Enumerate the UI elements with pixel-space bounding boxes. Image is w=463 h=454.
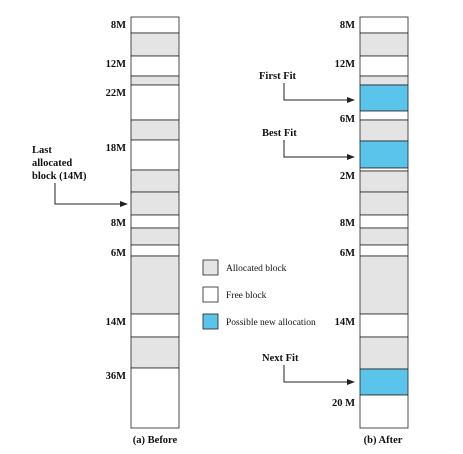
after-block-size-label: 6M — [340, 114, 355, 125]
last-allocated-arrow — [54, 183, 122, 205]
after-block-allocated — [359, 255, 409, 315]
before-memory-column: 8M 12M 22M 18M 8M 6M 14M 36M — [106, 16, 180, 429]
last-allocated-line-1: Last — [32, 145, 52, 156]
legend-new-allocation-label: Possible new allocation — [226, 318, 316, 328]
after-block-new — [359, 140, 409, 169]
after-block-free — [359, 394, 409, 429]
before-block-free — [130, 84, 180, 121]
after-block-allocated — [359, 32, 409, 57]
before-block-size-label: 12M — [106, 59, 127, 70]
before-block-free — [130, 313, 180, 338]
next-fit-arrowhead — [347, 379, 355, 385]
before-block-size-label: 36M — [106, 371, 127, 382]
after-block-allocated — [359, 170, 409, 193]
after-block-new — [359, 368, 409, 396]
after-block-new — [359, 84, 409, 112]
after-block-free — [359, 214, 409, 229]
before-block-free — [130, 367, 180, 429]
before-block-size-label: 8M — [111, 20, 126, 31]
before-block-size-label: 22M — [106, 88, 127, 99]
after-block-size-label: 12M — [335, 59, 356, 70]
after-block-allocated — [359, 336, 409, 370]
best-fit-arrow — [283, 140, 348, 158]
legend-free-swatch — [202, 286, 219, 303]
after-block-size-label: 6M — [340, 248, 355, 259]
after-block-free — [359, 167, 409, 172]
next-fit-label: Next Fit — [262, 353, 299, 364]
before-block-free — [130, 16, 180, 34]
best-fit-arrowhead — [347, 154, 355, 160]
after-block-allocated — [359, 227, 409, 246]
next-fit-arrow — [283, 365, 348, 383]
before-block-allocated — [130, 191, 180, 216]
after-block-size-label: 14M — [335, 317, 356, 328]
after-block-allocated — [359, 119, 409, 142]
before-block-size-label: 18M — [106, 143, 127, 154]
before-block-free — [130, 139, 180, 171]
after-block-size-label: 8M — [340, 20, 355, 31]
after-block-free — [359, 55, 409, 77]
before-block-allocated — [130, 336, 180, 369]
before-block-allocated — [130, 255, 180, 315]
after-block-size-label: 20 M — [332, 398, 355, 409]
after-block-free — [359, 16, 409, 34]
last-allocated-line-2: allocated — [32, 158, 72, 169]
last-allocated-arrowhead — [120, 201, 128, 207]
after-block-size-label: 2M — [340, 171, 355, 182]
before-block-allocated — [130, 32, 180, 57]
after-block-allocated — [359, 75, 409, 86]
before-block-free — [130, 55, 180, 77]
before-block-size-label: 8M — [111, 218, 126, 229]
legend-allocated-swatch — [202, 259, 219, 276]
first-fit-arrowhead — [347, 97, 355, 103]
before-block-free — [130, 244, 180, 257]
legend-new-allocation-swatch — [202, 313, 219, 330]
after-block-free — [359, 313, 409, 338]
after-block-size-label: 8M — [340, 218, 355, 229]
before-block-size-label: 6M — [111, 248, 126, 259]
before-block-allocated — [130, 75, 180, 86]
after-caption: (b) After — [364, 435, 403, 446]
after-block-free — [359, 244, 409, 257]
first-fit-label: First Fit — [259, 71, 297, 82]
before-block-allocated — [130, 169, 180, 193]
best-fit-label: Best Fit — [262, 128, 297, 139]
before-block-allocated — [130, 227, 180, 246]
before-caption: (a) Before — [133, 435, 178, 446]
legend: Allocated block Free block Possible new … — [202, 259, 316, 330]
before-block-free — [130, 214, 180, 229]
last-allocated-line-3: block (14M) — [32, 171, 87, 182]
legend-allocated-label: Allocated block — [226, 264, 287, 274]
after-block-free — [359, 110, 409, 121]
after-memory-column: 8M 12M 6M 2M 8M 6M 14M 20 M — [332, 16, 409, 429]
legend-free-label: Free block — [226, 291, 267, 301]
before-block-allocated — [130, 119, 180, 141]
before-block-size-label: 14M — [106, 317, 127, 328]
first-fit-arrow — [283, 83, 348, 101]
after-block-allocated — [359, 191, 409, 216]
